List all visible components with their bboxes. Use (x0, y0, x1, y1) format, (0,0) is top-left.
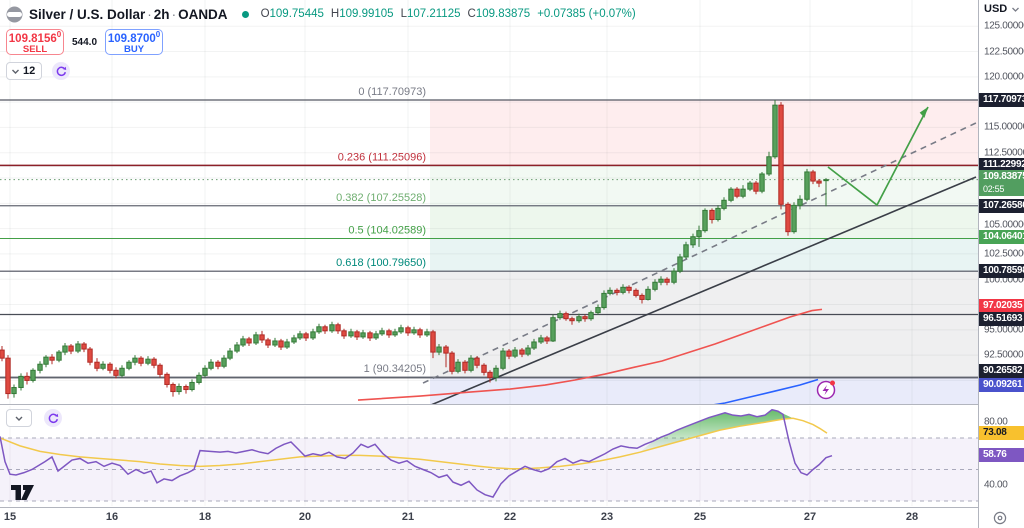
economic-event-flash-icon[interactable] (816, 380, 836, 400)
fib-label: 0.382 (107.25528) (336, 192, 426, 204)
chevron-down-icon (1012, 7, 1019, 12)
time-axis-label: 28 (905, 511, 919, 523)
price-axis-label: 125.00000 (984, 20, 1024, 32)
tradingview-logo[interactable] (11, 485, 34, 500)
price-axis-label: 95.00000 (984, 324, 1024, 336)
refresh-icon[interactable] (44, 409, 62, 427)
price-badge: 107.26580 (979, 199, 1024, 213)
fib-label: 0.236 (111.25096) (338, 151, 426, 163)
main-chart-pane[interactable]: 0 (117.70973) 0.236 (111.25096) 0.382 (107… (0, 0, 978, 404)
pane-separator[interactable] (0, 404, 1024, 405)
red-ma-line[interactable] (357, 308, 823, 401)
time-axis[interactable]: 15 16 18 20 21 22 23 25 27 28 (0, 508, 978, 528)
projection-arrow[interactable] (827, 106, 929, 207)
price-axis-label: 100.00000 (984, 274, 1024, 286)
time-axis-label: 20 (298, 511, 312, 523)
fib-label: 0.5 (104.02589) (348, 224, 426, 236)
time-axis-label: 16 (105, 511, 119, 523)
buy-button[interactable]: 109.87000 BUY (105, 29, 164, 56)
rsi-ma-line[interactable] (0, 417, 828, 470)
chevron-down-icon (12, 69, 19, 74)
price-badge: 73.08 (979, 426, 1024, 440)
fib-retracement[interactable]: 0 (117.70973) 0.236 (111.25096) 0.382 (107… (0, 86, 978, 378)
sell-button[interactable]: 109.81560 SELL (6, 29, 64, 55)
indicator-collapse-dropdown[interactable] (6, 409, 32, 427)
time-axis-label: 15 (3, 511, 17, 523)
time-axis-label: 25 (693, 511, 707, 523)
time-axis-label: 21 (401, 511, 415, 523)
time-axis-label: 22 (503, 511, 517, 523)
rsi-line[interactable] (0, 408, 833, 498)
price-badge: 90.09261 (979, 378, 1024, 392)
solid-trendline[interactable] (428, 176, 977, 404)
price-chart-canvas[interactable]: 0 (117.70973) 0.236 (111.25096) 0.382 (107… (0, 0, 978, 404)
price-badge: 109.83875 02:55 (979, 170, 1024, 196)
price-badge: 100.78598 (979, 264, 1024, 278)
price-axis-label: 105.00000 (984, 219, 1024, 231)
rsi-indicator-pane[interactable] (0, 406, 978, 506)
symbol-logo-icon[interactable] (6, 6, 23, 23)
track-time-icon[interactable] (993, 511, 1007, 525)
price-axis-label: 102.50000 (984, 248, 1024, 260)
blue-trend-line[interactable] (700, 378, 819, 404)
price-badge: 117.70973 (979, 93, 1024, 107)
fib-label: 0 (117.70973) (358, 86, 426, 98)
sell-label: SELL (22, 44, 48, 56)
time-axis-separator (0, 507, 1024, 508)
price-badge: 90.26582 (979, 364, 1024, 378)
price-axis[interactable]: USD 125.00000 122.50000 120.00000 115.00000… (978, 0, 1024, 528)
fib-label: 1 (90.34205) (364, 363, 426, 375)
dashed-trendline[interactable] (422, 122, 977, 384)
ohlc-values: O109.75445 H109.99105 L107.21125 C109.83875… (260, 8, 636, 20)
price-axis-label: 112.50000 (984, 147, 1024, 159)
market-status-dot-icon[interactable] (241, 10, 249, 18)
time-axis-label: 23 (600, 511, 614, 523)
price-axis-label: 115.00000 (984, 121, 1024, 133)
time-axis-label: 18 (198, 511, 212, 523)
currency-selector[interactable]: USD (979, 0, 1024, 18)
spread-value: 544.0 (72, 36, 98, 48)
currency-label: USD (984, 3, 1008, 15)
price-axis-label: 40.00 (984, 479, 1008, 491)
buy-label: BUY (124, 44, 145, 56)
fib-bands (430, 100, 978, 404)
sell-price: 109.81560 (8, 29, 62, 45)
fib-label: 0.618 (100.79650) (336, 257, 426, 269)
symbol-title[interactable]: Silver / U.S. Dollar · 2h · OANDA (29, 6, 228, 22)
chevron-down-icon (15, 416, 23, 421)
price-badge: 111.22992 (979, 158, 1024, 172)
legend-collapse-dropdown[interactable]: 12 (6, 62, 43, 80)
price-axis-label: 120.00000 (984, 71, 1024, 83)
buy-price: 109.87000 (107, 29, 161, 45)
price-badge: 104.06401 (979, 230, 1024, 244)
candles-series[interactable] (0, 100, 829, 399)
refresh-icon[interactable] (52, 62, 71, 80)
price-badge: 96.51693 (979, 312, 1024, 326)
price-axis-label: 80.00 (984, 416, 1008, 428)
time-axis-label: 27 (803, 511, 817, 523)
rsi-canvas[interactable] (0, 406, 978, 506)
chart-legend: Silver / U.S. Dollar · 2h · OANDA O109.75445… (6, 4, 643, 80)
price-badge: 58.76 (979, 448, 1024, 462)
price-axis-label: 92.50000 (984, 349, 1024, 361)
price-badge: 97.02035 (979, 299, 1024, 313)
price-axis-label: 122.50000 (984, 46, 1024, 58)
